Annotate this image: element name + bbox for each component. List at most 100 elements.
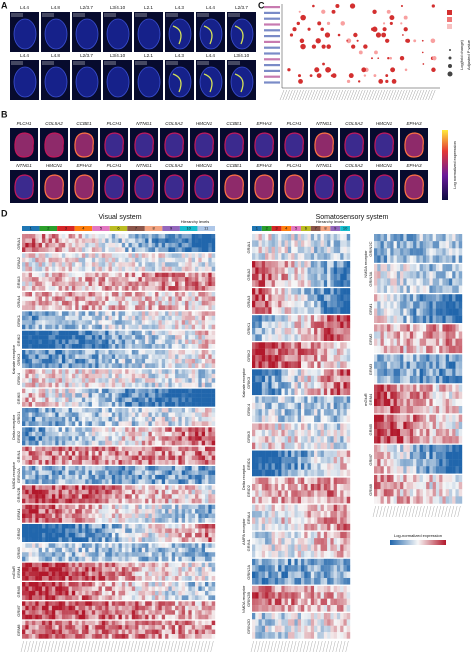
heat-cell (131, 247, 136, 253)
heat-cell (141, 543, 146, 548)
heat-cell (22, 498, 26, 504)
heat-cell (45, 305, 49, 311)
heat-cell (68, 388, 73, 394)
heat-cell (105, 576, 109, 581)
heat-cell (158, 610, 162, 615)
heat-cell (88, 311, 93, 316)
heat-cell (101, 576, 106, 581)
heat-cell (211, 320, 216, 325)
level-band (197, 226, 215, 231)
heat-cell (68, 504, 73, 510)
heat-cell (108, 504, 113, 510)
heat-cell (151, 408, 156, 413)
heat-cell (78, 460, 83, 465)
heat-cell (161, 595, 166, 601)
heat-cell (71, 416, 76, 422)
heat-cell (138, 509, 142, 514)
heat-cell (95, 590, 99, 596)
heat-cell (105, 590, 109, 596)
heat-cell (105, 242, 109, 248)
heat-cell (108, 238, 113, 244)
heat-cell (75, 532, 79, 538)
heat-cell (101, 272, 106, 278)
gene-label: COL5A2 (345, 121, 363, 126)
heat-cell (128, 590, 133, 596)
heat-cell (211, 324, 216, 330)
heat-cell (178, 455, 182, 461)
heat-cell (65, 524, 69, 529)
heat-cell (95, 485, 99, 490)
heat-cell (65, 537, 69, 543)
heat-cell (135, 281, 139, 287)
heat-cell (51, 234, 56, 239)
heat-cell (31, 518, 36, 523)
heat-cell (91, 504, 96, 510)
heat-cell (91, 543, 96, 548)
heat-cell (81, 339, 86, 345)
heat-cell (155, 358, 159, 364)
heat-cell (148, 363, 152, 369)
heat-cell (171, 354, 176, 360)
heat-cell (22, 556, 26, 562)
heat-cell (191, 446, 196, 452)
heat-cell (25, 571, 29, 577)
heat-cell (195, 466, 199, 471)
heat-cell (148, 595, 152, 601)
heat-cell (195, 369, 199, 374)
heat-cell (61, 335, 66, 340)
gene-label: COL5A2 (45, 121, 63, 126)
section (254, 132, 274, 158)
heat-cell (208, 571, 212, 577)
heat-cell (205, 567, 209, 572)
heat-cell (28, 571, 33, 577)
col-label (414, 89, 419, 101)
heat-cell (201, 451, 206, 456)
heat-cell (48, 247, 53, 253)
heat-cell (65, 277, 69, 282)
heat-cell (55, 494, 59, 499)
heat-cell (48, 354, 53, 360)
heat-cell (175, 292, 179, 297)
heat-cell (118, 576, 123, 581)
heat-cell (22, 305, 26, 311)
gene-label: GRM1 (16, 508, 21, 520)
heat-cell (175, 253, 179, 258)
heat-cell (161, 238, 166, 244)
heat-cell (205, 446, 209, 452)
heat-cell (58, 253, 63, 258)
heat-cell (175, 277, 179, 282)
heat-cell (168, 479, 172, 485)
heat-cell (171, 582, 176, 587)
heat-cell (185, 393, 189, 398)
heat-cell (98, 354, 103, 360)
heat-cell (25, 586, 29, 592)
heat-cell (131, 350, 136, 355)
heat-cell (161, 373, 166, 379)
heat-cell (125, 605, 129, 611)
heat-cell (81, 421, 86, 427)
heat-cell (145, 300, 149, 306)
heat-cell (85, 582, 89, 587)
heat-cell (158, 562, 162, 568)
heat-cell (95, 562, 99, 568)
heat-cell (208, 436, 212, 441)
heat-cell (128, 402, 133, 407)
heat-cell (25, 266, 29, 272)
heat-cell (55, 537, 59, 543)
heat-cell (185, 427, 189, 432)
heat-cell (45, 382, 49, 388)
heat-cell (171, 373, 176, 379)
heat-cell (178, 567, 182, 572)
heat-cell (81, 470, 86, 476)
heat-cell (168, 416, 172, 422)
section (13, 18, 37, 50)
heat-cell (38, 524, 43, 529)
gene-label: CCBE1 (226, 163, 242, 168)
heat-cell (115, 324, 119, 330)
heat-cell (31, 300, 36, 306)
heat-cell (185, 286, 189, 291)
heat-cell (51, 416, 56, 422)
heat-cell (185, 238, 189, 244)
heat-cell (88, 266, 93, 272)
heat-cell (178, 518, 182, 523)
